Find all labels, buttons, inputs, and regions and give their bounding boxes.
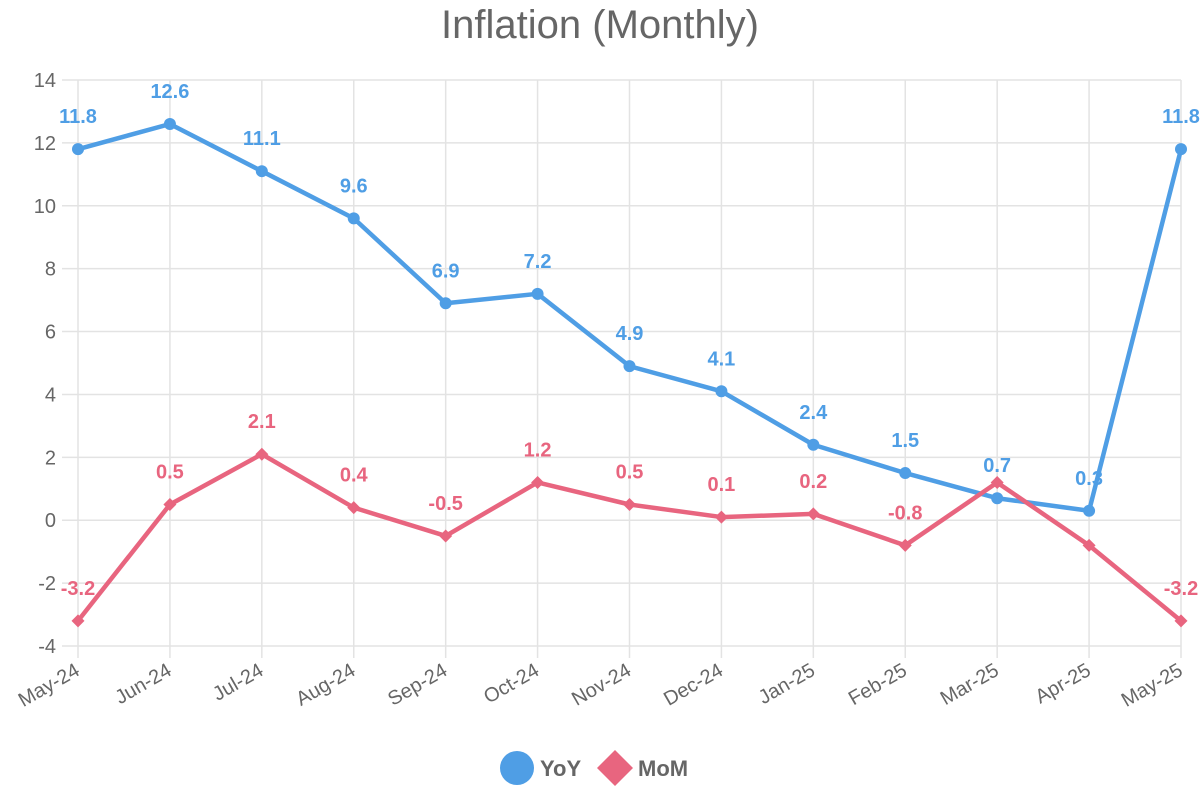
y-axis: -4 -2 0 2 4 6 8 10 12 14 xyxy=(34,70,56,658)
y-tick-label: 0 xyxy=(45,510,56,532)
x-tick-label: Aug-24 xyxy=(292,659,359,710)
data-label-yoy: 1.5 xyxy=(891,430,919,452)
data-point-yoy[interactable] xyxy=(991,492,1004,505)
x-tick-label: May-24 xyxy=(15,659,84,711)
data-label-mom: -3.2 xyxy=(61,578,95,600)
data-label-mom: 0.5 xyxy=(156,462,184,484)
legend-label: MoM xyxy=(638,756,688,781)
data-label-yoy: 6.9 xyxy=(432,260,460,282)
data-label-mom: 1.2 xyxy=(524,439,552,461)
y-tick-label: -2 xyxy=(38,573,56,595)
series-yoy xyxy=(72,118,1187,517)
x-tick-label: Jun-24 xyxy=(111,659,175,709)
legend-item-mom[interactable]: MoM xyxy=(597,750,688,786)
data-point-yoy[interactable] xyxy=(531,287,544,300)
y-tick-label: 4 xyxy=(45,384,56,406)
data-point-yoy[interactable] xyxy=(807,438,820,451)
data-point-yoy[interactable] xyxy=(439,297,452,310)
data-label-yoy: 0.3 xyxy=(1075,468,1103,490)
data-point-mom[interactable] xyxy=(1174,614,1188,628)
y-tick-label: 6 xyxy=(45,322,56,344)
y-tick-label: 14 xyxy=(34,70,56,92)
data-point-mom[interactable] xyxy=(255,447,269,461)
data-label-yoy: 0.7 xyxy=(983,455,1011,477)
x-tick-label: Feb-25 xyxy=(845,659,911,710)
legend-marker-circle-icon xyxy=(500,751,534,785)
chart-title: Inflation (Monthly) xyxy=(441,3,759,47)
data-label-yoy: 11.8 xyxy=(59,106,97,128)
legend-marker-diamond-icon xyxy=(597,750,633,786)
data-point-yoy[interactable] xyxy=(72,143,84,156)
x-tick-label: Sep-24 xyxy=(384,659,451,710)
x-tick-label: May-25 xyxy=(1118,659,1187,711)
legend-label: YoY xyxy=(540,756,581,781)
data-point-mom[interactable] xyxy=(898,538,912,552)
data-point-yoy[interactable] xyxy=(163,118,176,131)
x-tick-label: Dec-24 xyxy=(660,659,727,710)
y-tick-label: 2 xyxy=(45,447,56,469)
x-tick-label: Mar-25 xyxy=(937,659,1003,710)
data-label-yoy: 2.4 xyxy=(799,402,828,424)
data-label-mom: 0.4 xyxy=(340,465,369,487)
x-tick-label: Jul-24 xyxy=(209,659,267,705)
x-tick-label: Jan-25 xyxy=(755,659,819,709)
data-point-mom[interactable] xyxy=(990,475,1004,489)
x-tick-label: Oct-24 xyxy=(480,659,543,708)
data-label-mom: 2.1 xyxy=(248,411,276,433)
data-label-yoy: 7.2 xyxy=(524,251,552,273)
data-point-yoy[interactable] xyxy=(347,212,360,225)
data-point-yoy[interactable] xyxy=(1175,143,1187,156)
data-point-yoy[interactable] xyxy=(715,385,728,398)
data-label-yoy: 12.6 xyxy=(150,81,189,103)
data-label-yoy: 4.9 xyxy=(616,323,644,345)
legend[interactable]: YoY MoM xyxy=(500,750,688,786)
data-label-yoy: 11.8 xyxy=(1162,106,1200,128)
y-tick-label: 10 xyxy=(34,196,56,218)
y-tick-label: -4 xyxy=(38,636,56,658)
data-point-mom[interactable] xyxy=(163,498,177,511)
y-tick-label: 8 xyxy=(45,259,56,281)
data-point-mom[interactable] xyxy=(531,475,545,489)
data-labels: 11.8 12.6 11.1 9.6 6.9 7.2 4.9 4.1 2.4 1.5 0.7 0.3 1… xyxy=(59,81,1200,600)
data-point-yoy[interactable] xyxy=(255,165,268,178)
data-point-mom[interactable] xyxy=(71,614,85,628)
series-layer xyxy=(71,118,1188,628)
data-label-mom: -0.8 xyxy=(888,502,922,524)
x-tick-label: Nov-24 xyxy=(568,659,635,710)
legend-item-yoy[interactable]: YoY xyxy=(500,751,581,785)
data-point-mom[interactable] xyxy=(623,498,636,511)
data-label-yoy: 4.1 xyxy=(708,348,736,370)
data-label-mom: 0.5 xyxy=(616,462,644,484)
series-mom xyxy=(71,447,1188,628)
data-point-yoy[interactable] xyxy=(899,467,912,480)
data-point-yoy[interactable] xyxy=(1083,504,1096,517)
data-point-mom[interactable] xyxy=(347,501,361,515)
data-label-mom: -3.2 xyxy=(1164,578,1198,600)
data-point-yoy[interactable] xyxy=(623,360,636,373)
data-label-mom: 0.2 xyxy=(799,471,827,493)
x-axis: May-24 Jun-24 Jul-24 Aug-24 Sep-24 Oct-24 Nov-… xyxy=(15,659,1187,711)
data-point-mom[interactable] xyxy=(714,510,728,524)
data-label-mom: 0.1 xyxy=(708,474,736,496)
data-label-mom: -0.5 xyxy=(428,493,462,515)
x-tick-label: Apr-25 xyxy=(1032,659,1095,708)
data-point-mom[interactable] xyxy=(806,507,820,521)
data-point-mom[interactable] xyxy=(1082,538,1096,552)
y-tick-label: 12 xyxy=(34,133,56,155)
data-label-yoy: 11.1 xyxy=(243,128,281,150)
gridlines xyxy=(62,79,1182,658)
data-label-yoy: 9.6 xyxy=(340,175,368,197)
data-point-mom[interactable] xyxy=(439,529,453,543)
